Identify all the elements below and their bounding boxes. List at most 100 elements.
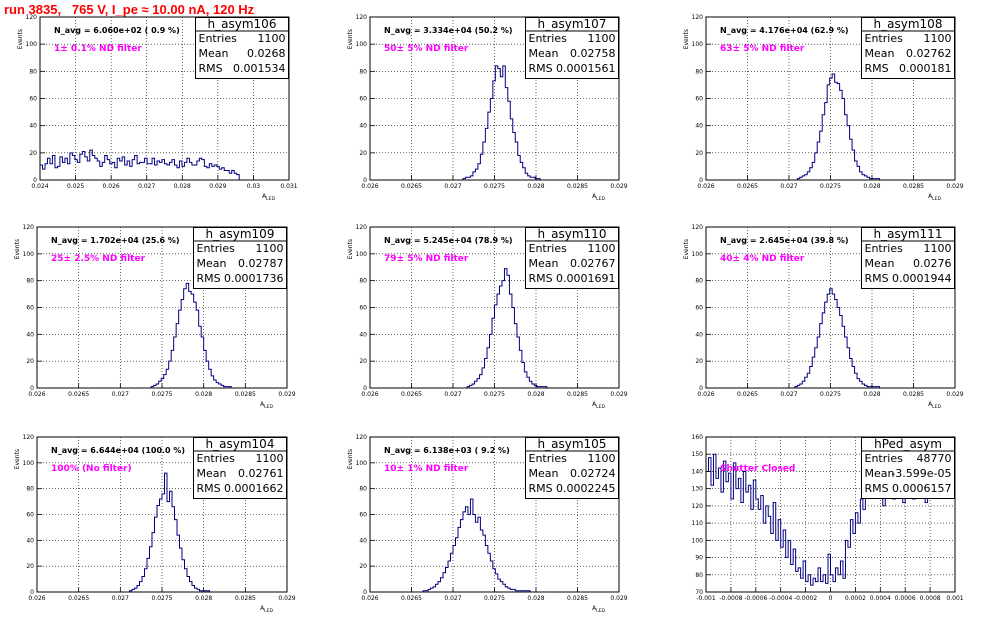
filter-label: 50± 5% ND filter	[384, 44, 469, 54]
y-tick-label: 80	[695, 278, 703, 285]
x-axis-label: ALED	[928, 401, 941, 410]
x-axis-label: ALED	[592, 401, 605, 410]
histogram-panel-h_asym109: 0.026 0.0265 0.027 0.0275 0.028 0.0285 0.029 0 2…	[14, 224, 296, 410]
y-axis-label: Events	[347, 239, 354, 259]
stats-key-rms: RMS	[865, 62, 889, 75]
stats-value-mean: 0.02762	[906, 47, 952, 60]
y-tick-label: 120	[23, 434, 35, 441]
x-tick-label: 0.0265	[401, 391, 422, 398]
filter-label: 40± 4% ND filter	[720, 254, 805, 264]
x-tick-label: -0.0006	[744, 595, 767, 602]
y-tick-label: 80	[26, 278, 34, 285]
x-tick-label: 0.029	[610, 595, 627, 602]
y-tick-label: 100	[356, 41, 368, 48]
histogram-panel-h_asym108: 0.026 0.0265 0.027 0.0275 0.028 0.0285 0.029 0 2…	[683, 14, 964, 202]
stats-key-rms: RMS	[529, 62, 553, 75]
x-tick-label: 0.0285	[235, 595, 256, 602]
stats-key-rms: RMS	[865, 272, 889, 285]
x-tick-label: 0.028	[195, 595, 212, 602]
x-tick-label: 0.029	[610, 391, 627, 398]
x-tick-label: 0.026	[361, 595, 378, 602]
stats-box-frame	[525, 227, 619, 289]
stats-value-rms: 0.0001736	[224, 272, 284, 285]
x-tick-label: 0.0265	[401, 595, 422, 602]
y-tick-label: 130	[692, 486, 704, 493]
y-tick-label: 100	[26, 41, 38, 48]
stats-value-mean: 0.02758	[570, 47, 616, 60]
x-axis-label: ALED	[260, 401, 273, 410]
y-tick-label: 80	[359, 278, 367, 285]
stats-key-mean: Mean	[197, 467, 227, 480]
stats-box-frame	[861, 437, 955, 499]
histogram-name: h_asym111	[874, 227, 943, 241]
stats-key-entries: Entries	[529, 452, 568, 465]
stats-value-entries: 1100	[256, 242, 284, 255]
y-tick-label: 0	[699, 177, 703, 184]
x-tick-label: 0.0265	[68, 595, 89, 602]
y-tick-label: 20	[26, 563, 34, 570]
stats-key-rms: RMS	[199, 62, 223, 75]
y-tick-label: 60	[359, 305, 367, 312]
x-tick-label: 0.028	[174, 183, 191, 190]
stats-value-rms: 0.0006157	[892, 482, 952, 495]
histogram-line	[150, 282, 232, 388]
x-tick-label: 0.0265	[737, 391, 758, 398]
stats-value-mean: 0.0268	[247, 47, 286, 60]
x-tick-label: 0.0285	[567, 391, 588, 398]
y-tick-label: 60	[695, 305, 703, 312]
y-axis-label: Events	[14, 239, 21, 259]
y-axis-label: Events	[683, 239, 690, 259]
stats-box-frame	[525, 437, 619, 499]
x-tick-label: 0.0285	[903, 183, 924, 190]
stats-key-rms: RMS	[865, 482, 889, 495]
stats-value-rms: 0.0001944	[892, 272, 952, 285]
x-tick-label: 0.0275	[484, 183, 505, 190]
stats-value-entries: 1100	[588, 452, 616, 465]
y-tick-label: 60	[29, 96, 37, 103]
y-tick-label: 0	[30, 385, 34, 392]
y-tick-label: 120	[692, 224, 704, 231]
x-tick-label: 0.028	[863, 391, 880, 398]
stats-key-rms: RMS	[197, 272, 221, 285]
x-tick-label: 0.0285	[903, 391, 924, 398]
stats-value-entries: 1100	[588, 32, 616, 45]
x-tick-label: 0.029	[278, 391, 295, 398]
histogram-panel-h_asym107: 0.026 0.0265 0.027 0.0275 0.028 0.0285 0.029 0 2…	[347, 14, 628, 202]
stats-value-mean: 0.02767	[570, 257, 616, 270]
histogram-line	[794, 288, 880, 388]
filter-label: 1± 0.1% ND filter	[54, 44, 142, 54]
x-tick-label: 0.028	[527, 595, 544, 602]
y-tick-label: 80	[359, 486, 367, 493]
x-tick-label: 0.027	[780, 183, 797, 190]
stats-key-entries: Entries	[529, 242, 568, 255]
histogram-panel-h_asym110: 0.026 0.0265 0.027 0.0275 0.028 0.0285 0.029 0 2…	[347, 224, 628, 410]
stats-value-mean: 0.02761	[238, 467, 284, 480]
histogram-name: h_asym108	[874, 17, 943, 31]
x-tick-label: 0.028	[527, 183, 544, 190]
x-tick-label: 0.0275	[484, 595, 505, 602]
n-avg-label: N_avg = 6.644e+04 (100.0 %)	[51, 446, 185, 455]
x-tick-label: 0.026	[103, 183, 120, 190]
y-tick-label: 40	[359, 331, 367, 338]
x-tick-label: 0.0006	[895, 595, 916, 602]
stats-key-entries: Entries	[865, 32, 904, 45]
x-tick-label: 0.026	[361, 183, 378, 190]
histogram-name: hPed_asym	[874, 437, 942, 451]
y-tick-label: 120	[692, 14, 704, 21]
y-tick-label: 40	[359, 123, 367, 130]
y-tick-label: 80	[26, 486, 34, 493]
n-avg-label: N_avg = 2.645e+04 (39.8 %)	[720, 236, 849, 245]
y-tick-label: 120	[692, 503, 704, 510]
histogram-line	[796, 73, 880, 180]
y-tick-label: 100	[23, 251, 35, 258]
histogram-line	[39, 149, 240, 180]
x-tick-label: 0.026	[28, 595, 45, 602]
stats-value-rms: 0.0001561	[556, 62, 616, 75]
stats-key-entries: Entries	[865, 242, 904, 255]
y-tick-label: 100	[23, 460, 35, 467]
y-tick-label: 80	[29, 68, 37, 75]
stats-value-mean: 0.02787	[238, 257, 284, 270]
x-tick-label: 0.027	[112, 595, 129, 602]
